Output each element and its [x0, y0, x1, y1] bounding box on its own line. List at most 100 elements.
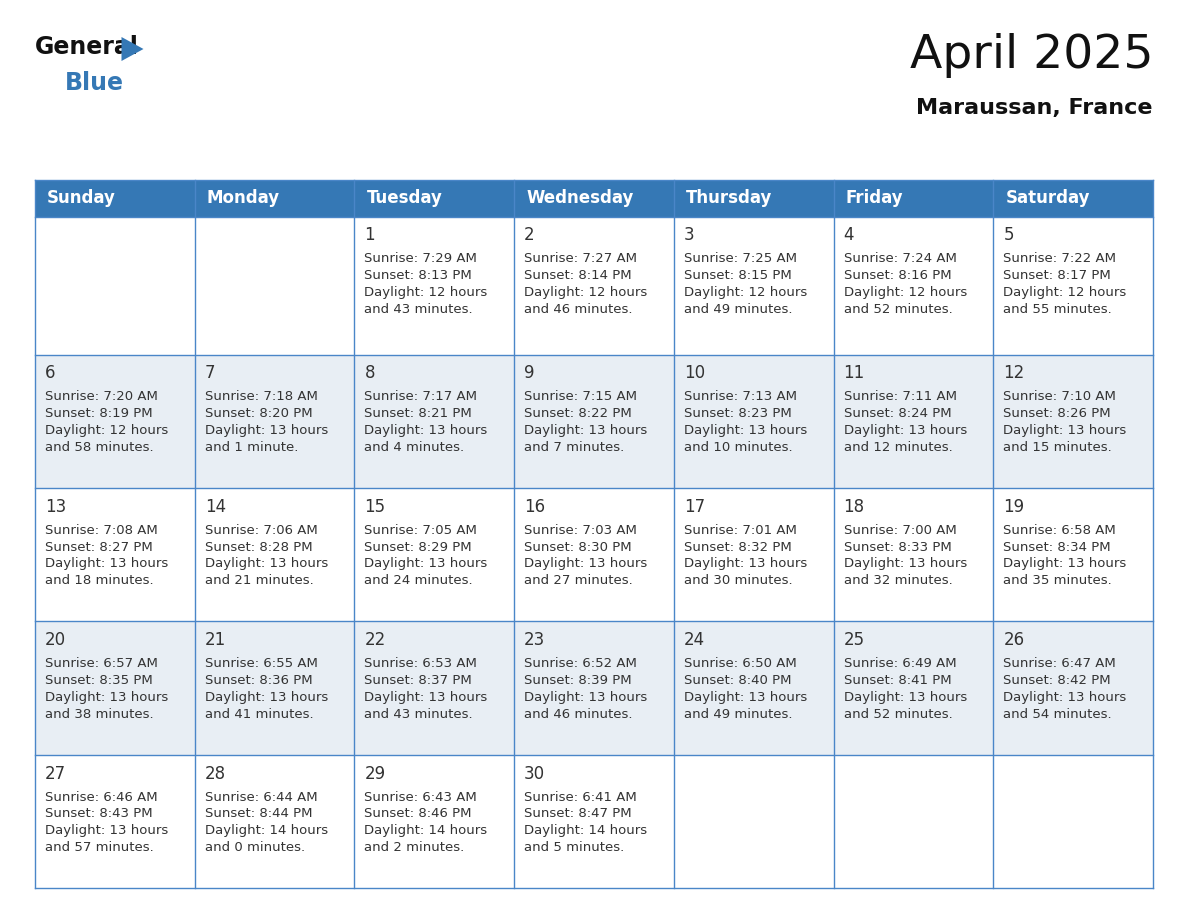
Text: Daylight: 14 hours: Daylight: 14 hours — [204, 824, 328, 837]
Text: Daylight: 12 hours: Daylight: 12 hours — [843, 286, 967, 299]
Text: and 38 minutes.: and 38 minutes. — [45, 708, 153, 721]
Text: Sunrise: 6:44 AM: Sunrise: 6:44 AM — [204, 790, 317, 803]
Text: Sunset: 8:22 PM: Sunset: 8:22 PM — [524, 408, 632, 420]
Text: Sunrise: 7:06 AM: Sunrise: 7:06 AM — [204, 524, 317, 537]
Text: Sunrise: 6:46 AM: Sunrise: 6:46 AM — [45, 790, 158, 803]
Text: Monday: Monday — [207, 189, 280, 207]
Text: Sunrise: 7:27 AM: Sunrise: 7:27 AM — [524, 252, 637, 265]
Text: and 35 minutes.: and 35 minutes. — [1004, 575, 1112, 588]
Text: April 2025: April 2025 — [910, 33, 1154, 78]
Text: 2: 2 — [524, 227, 535, 244]
Text: Sunrise: 7:25 AM: Sunrise: 7:25 AM — [684, 252, 797, 265]
Text: 28: 28 — [204, 765, 226, 783]
Text: Sunrise: 6:47 AM: Sunrise: 6:47 AM — [1004, 657, 1116, 670]
Text: Sunset: 8:46 PM: Sunset: 8:46 PM — [365, 808, 472, 821]
Text: Sunrise: 7:15 AM: Sunrise: 7:15 AM — [524, 390, 637, 404]
Text: General: General — [34, 35, 139, 59]
Text: and 2 minutes.: and 2 minutes. — [365, 841, 465, 854]
Text: Daylight: 13 hours: Daylight: 13 hours — [204, 557, 328, 570]
Text: Daylight: 13 hours: Daylight: 13 hours — [45, 691, 169, 704]
Text: and 43 minutes.: and 43 minutes. — [365, 303, 473, 316]
Text: 4: 4 — [843, 227, 854, 244]
Text: 1: 1 — [365, 227, 375, 244]
Text: 9: 9 — [524, 364, 535, 383]
Text: and 49 minutes.: and 49 minutes. — [684, 708, 792, 721]
Text: Sunset: 8:44 PM: Sunset: 8:44 PM — [204, 808, 312, 821]
Text: and 58 minutes.: and 58 minutes. — [45, 441, 153, 453]
Text: Friday: Friday — [846, 189, 903, 207]
Text: Sunset: 8:42 PM: Sunset: 8:42 PM — [1004, 674, 1111, 687]
Bar — [34, 487, 1154, 621]
Text: Sunset: 8:16 PM: Sunset: 8:16 PM — [843, 269, 952, 283]
Text: Sunday: Sunday — [48, 189, 116, 207]
Text: and 43 minutes.: and 43 minutes. — [365, 708, 473, 721]
Text: Sunrise: 6:58 AM: Sunrise: 6:58 AM — [1004, 524, 1116, 537]
Text: Daylight: 12 hours: Daylight: 12 hours — [524, 286, 647, 299]
Text: Daylight: 12 hours: Daylight: 12 hours — [684, 286, 807, 299]
Text: Sunrise: 6:41 AM: Sunrise: 6:41 AM — [524, 790, 637, 803]
Text: and 1 minute.: and 1 minute. — [204, 441, 298, 453]
Text: 23: 23 — [524, 632, 545, 649]
Text: and 27 minutes.: and 27 minutes. — [524, 575, 633, 588]
Text: Sunset: 8:36 PM: Sunset: 8:36 PM — [204, 674, 312, 687]
Text: Sunrise: 7:00 AM: Sunrise: 7:00 AM — [843, 524, 956, 537]
Text: Daylight: 13 hours: Daylight: 13 hours — [365, 691, 488, 704]
Text: and 54 minutes.: and 54 minutes. — [1004, 708, 1112, 721]
Text: and 4 minutes.: and 4 minutes. — [365, 441, 465, 453]
Text: Sunrise: 7:05 AM: Sunrise: 7:05 AM — [365, 524, 478, 537]
Text: Sunset: 8:13 PM: Sunset: 8:13 PM — [365, 269, 472, 283]
Text: Sunrise: 7:01 AM: Sunrise: 7:01 AM — [684, 524, 797, 537]
Text: 7: 7 — [204, 364, 215, 383]
Text: Daylight: 13 hours: Daylight: 13 hours — [843, 557, 967, 570]
Text: 10: 10 — [684, 364, 704, 383]
Text: Sunset: 8:35 PM: Sunset: 8:35 PM — [45, 674, 153, 687]
Bar — [34, 354, 1154, 487]
Text: Daylight: 13 hours: Daylight: 13 hours — [365, 424, 488, 437]
Text: Sunset: 8:23 PM: Sunset: 8:23 PM — [684, 408, 791, 420]
Text: and 21 minutes.: and 21 minutes. — [204, 575, 314, 588]
Text: Daylight: 13 hours: Daylight: 13 hours — [843, 424, 967, 437]
Text: Daylight: 13 hours: Daylight: 13 hours — [524, 691, 647, 704]
Text: Sunrise: 6:52 AM: Sunrise: 6:52 AM — [524, 657, 637, 670]
Text: and 18 minutes.: and 18 minutes. — [45, 575, 153, 588]
Bar — [34, 755, 1154, 888]
Text: Daylight: 13 hours: Daylight: 13 hours — [524, 557, 647, 570]
Text: Sunset: 8:37 PM: Sunset: 8:37 PM — [365, 674, 472, 687]
Text: Sunset: 8:20 PM: Sunset: 8:20 PM — [204, 408, 312, 420]
Bar — [34, 180, 1154, 217]
Text: 30: 30 — [524, 765, 545, 783]
Text: Daylight: 13 hours: Daylight: 13 hours — [843, 691, 967, 704]
Text: Daylight: 13 hours: Daylight: 13 hours — [684, 557, 807, 570]
Text: Sunset: 8:15 PM: Sunset: 8:15 PM — [684, 269, 791, 283]
Text: Daylight: 13 hours: Daylight: 13 hours — [684, 691, 807, 704]
Text: Sunrise: 6:50 AM: Sunrise: 6:50 AM — [684, 657, 797, 670]
Text: and 15 minutes.: and 15 minutes. — [1004, 441, 1112, 453]
Text: Daylight: 13 hours: Daylight: 13 hours — [1004, 691, 1126, 704]
Text: Sunset: 8:19 PM: Sunset: 8:19 PM — [45, 408, 152, 420]
Text: Daylight: 12 hours: Daylight: 12 hours — [365, 286, 488, 299]
Text: Sunrise: 7:17 AM: Sunrise: 7:17 AM — [365, 390, 478, 404]
Text: and 12 minutes.: and 12 minutes. — [843, 441, 953, 453]
Text: Sunrise: 7:29 AM: Sunrise: 7:29 AM — [365, 252, 478, 265]
Bar — [34, 621, 1154, 755]
Text: Sunset: 8:27 PM: Sunset: 8:27 PM — [45, 541, 153, 554]
Text: 25: 25 — [843, 632, 865, 649]
Text: Maraussan, France: Maraussan, France — [916, 98, 1154, 118]
Text: Sunset: 8:40 PM: Sunset: 8:40 PM — [684, 674, 791, 687]
Text: 5: 5 — [1004, 227, 1013, 244]
Text: 19: 19 — [1004, 498, 1024, 516]
Text: 20: 20 — [45, 632, 67, 649]
Text: Sunrise: 7:18 AM: Sunrise: 7:18 AM — [204, 390, 317, 404]
Text: Daylight: 13 hours: Daylight: 13 hours — [45, 824, 169, 837]
Text: Sunset: 8:14 PM: Sunset: 8:14 PM — [524, 269, 632, 283]
Text: Sunset: 8:28 PM: Sunset: 8:28 PM — [204, 541, 312, 554]
Text: Sunset: 8:34 PM: Sunset: 8:34 PM — [1004, 541, 1111, 554]
Text: and 30 minutes.: and 30 minutes. — [684, 575, 792, 588]
Text: Sunset: 8:30 PM: Sunset: 8:30 PM — [524, 541, 632, 554]
Text: Daylight: 14 hours: Daylight: 14 hours — [365, 824, 487, 837]
Text: and 46 minutes.: and 46 minutes. — [524, 303, 633, 316]
Text: Sunset: 8:43 PM: Sunset: 8:43 PM — [45, 808, 152, 821]
Text: 27: 27 — [45, 765, 67, 783]
Text: Sunrise: 6:49 AM: Sunrise: 6:49 AM — [843, 657, 956, 670]
Text: Saturday: Saturday — [1005, 189, 1089, 207]
